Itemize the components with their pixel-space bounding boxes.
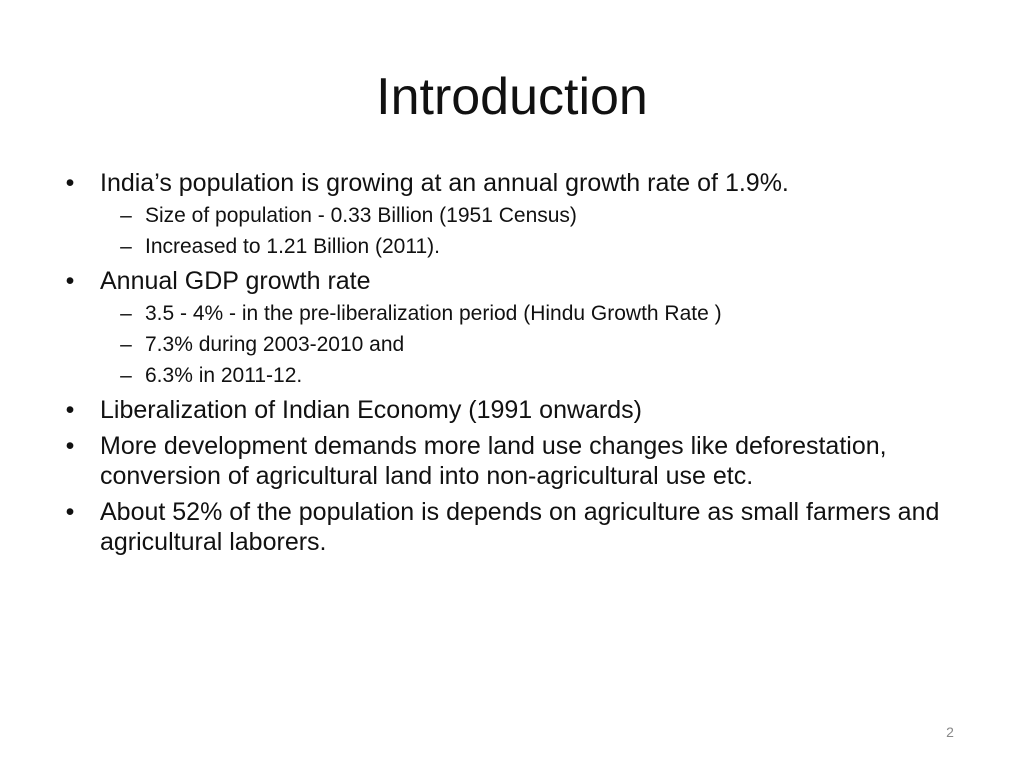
dash-icon: –: [120, 235, 132, 258]
bullet-icon: •: [65, 267, 75, 295]
bullet-item: • More development demands more land use…: [60, 431, 960, 491]
sub-bullet-item: – Increased to 1.21 Billion (2011).: [60, 233, 960, 260]
dash-icon: –: [120, 333, 132, 356]
sub-bullet-item: – 6.3% in 2011-12.: [60, 362, 960, 389]
bullet-text: India’s population is growing at an annu…: [100, 169, 789, 197]
sub-bullet-text: 6.3% in 2011-12.: [145, 364, 303, 387]
bullet-text: Annual GDP growth rate: [100, 267, 371, 295]
sub-bullet-text: Increased to 1.21 Billion (2011).: [145, 235, 440, 258]
sub-bullet-text: 3.5 - 4% - in the pre-liberalization per…: [145, 302, 722, 325]
bullet-text: About 52% of the population is depends o…: [100, 498, 940, 556]
slide-title: Introduction: [376, 68, 648, 126]
bullet-icon: •: [65, 396, 75, 424]
bullet-text: Liberalization of Indian Economy (1991 o…: [100, 396, 642, 424]
bullet-item: • Annual GDP growth rate: [60, 266, 960, 296]
sub-bullet-item: – Size of population - 0.33 Billion (195…: [60, 202, 960, 229]
bullet-text: More development demands more land use c…: [100, 432, 887, 490]
sub-bullet-text: Size of population - 0.33 Billion (1951 …: [145, 204, 577, 227]
bullet-icon: •: [65, 498, 75, 526]
sub-bullet-item: – 7.3% during 2003-2010 and: [60, 331, 960, 358]
dash-icon: –: [120, 364, 132, 387]
bullet-item: • About 52% of the population is depends…: [60, 497, 960, 557]
sub-bullet-item: – 3.5 - 4% - in the pre-liberalization p…: [60, 300, 960, 327]
dash-icon: –: [120, 204, 132, 227]
bullet-icon: •: [65, 169, 75, 197]
bullet-list: • India’s population is growing at an an…: [60, 162, 960, 560]
bullet-item: • India’s population is growing at an an…: [60, 168, 960, 198]
bullet-icon: •: [65, 432, 75, 460]
page-number: 2: [946, 724, 954, 740]
bullet-item: • Liberalization of Indian Economy (1991…: [60, 395, 960, 425]
sub-bullet-text: 7.3% during 2003-2010 and: [145, 333, 405, 356]
dash-icon: –: [120, 302, 132, 325]
